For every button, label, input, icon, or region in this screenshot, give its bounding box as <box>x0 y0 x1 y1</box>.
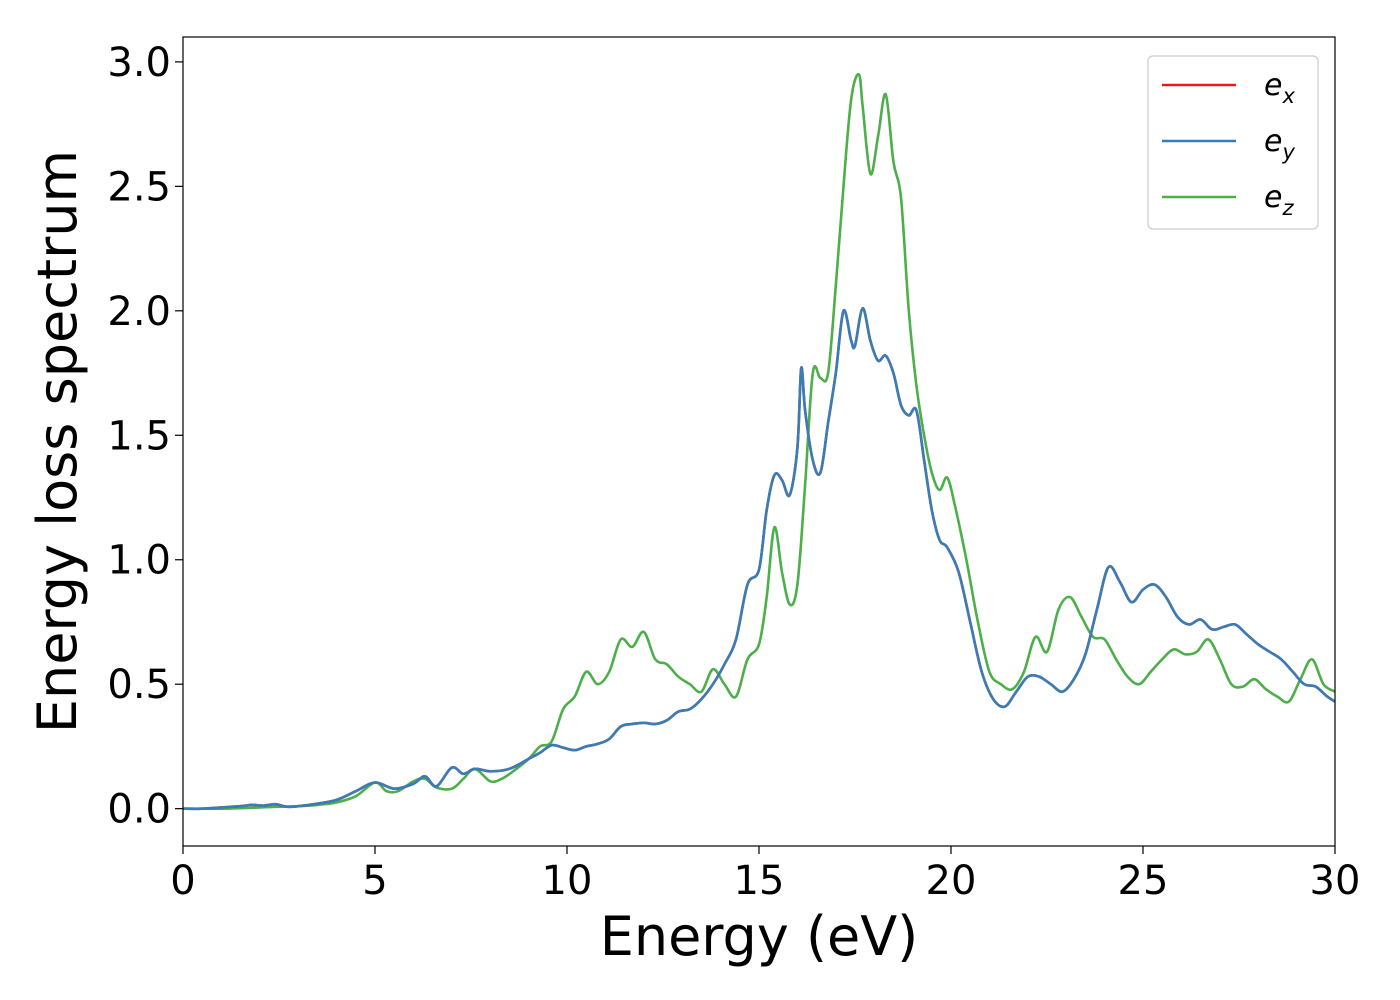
y-tick-label: 2.0 <box>107 289 171 335</box>
y-axis: 0.0 0.5 1.0 1.5 2.0 2.5 3.0 <box>107 40 183 833</box>
x-tick-label: 25 <box>1118 858 1169 904</box>
x-tick-label: 5 <box>362 858 387 904</box>
x-tick-label: 0 <box>170 858 195 904</box>
legend-box <box>1147 55 1319 230</box>
y-tick-label: 1.5 <box>107 413 171 459</box>
x-tick-label: 30 <box>1310 858 1361 904</box>
x-axis: 0 5 10 15 20 25 30 <box>170 846 1360 904</box>
series-line-ez <box>183 72 1335 811</box>
y-tick-label: 3.0 <box>107 40 171 86</box>
legend: ex ey ez <box>1147 55 1319 230</box>
y-tick-label: 2.5 <box>107 164 171 210</box>
y-axis-title: Energy loss spectrum <box>26 150 89 733</box>
series-layer <box>183 72 1335 811</box>
series-line-ey <box>183 306 1335 811</box>
x-tick-label: 15 <box>734 858 785 904</box>
y-tick-label: 1.0 <box>107 538 171 584</box>
y-tick-label: 0.0 <box>107 787 171 833</box>
legend-label-ey: ey <box>1264 124 1295 164</box>
y-tick-label: 0.5 <box>107 662 171 708</box>
x-tick-label: 10 <box>542 858 593 904</box>
x-tick-label: 20 <box>926 858 977 904</box>
legend-label-ez: ez <box>1264 180 1294 220</box>
legend-label-ex: ex <box>1264 68 1295 108</box>
x-axis-title: Energy (eV) <box>600 905 919 968</box>
